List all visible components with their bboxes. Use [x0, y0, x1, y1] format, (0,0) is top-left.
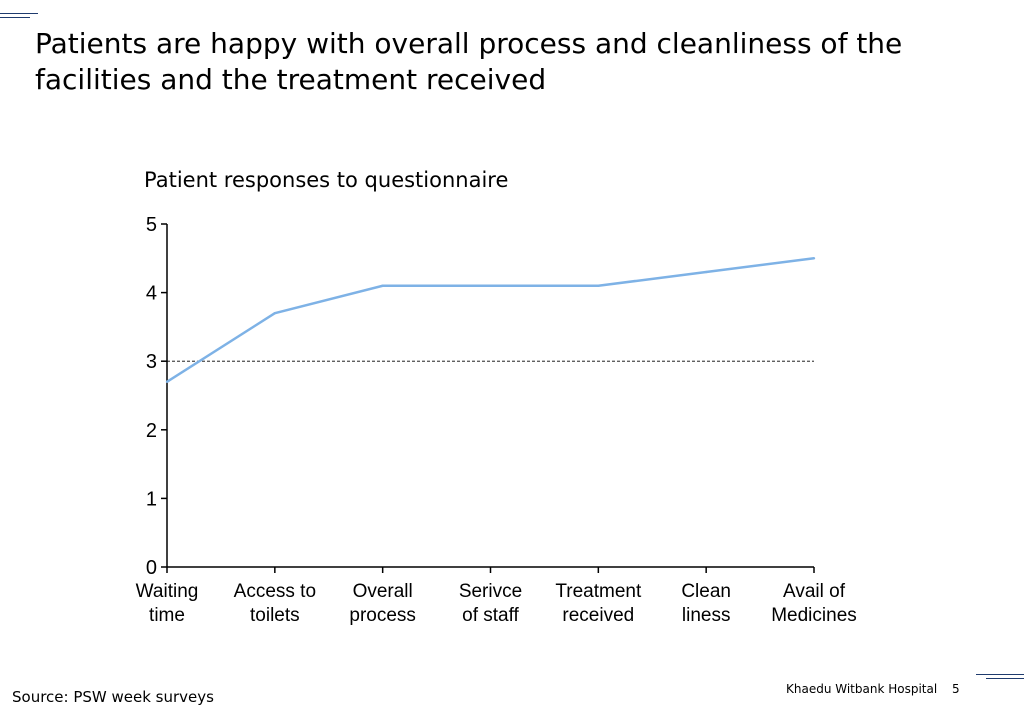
- x-tick-label: Overall process: [349, 581, 416, 626]
- slide-title: Patients are happy with overall process …: [35, 27, 903, 96]
- y-tick-label: 5: [146, 214, 157, 236]
- data-point: [165, 380, 169, 383]
- top-left-decoration-line: [0, 13, 38, 14]
- series-line: [166, 257, 815, 383]
- source-note: Source: PSW week surveys: [12, 688, 214, 706]
- footer-organization: Khaedu Witbank Hospital: [786, 682, 938, 696]
- x-tick-label: Access to toilets: [234, 581, 316, 626]
- chart-title: Patient responses to questionnaire: [144, 168, 508, 192]
- data-point: [381, 284, 384, 287]
- y-tick-label: 2: [146, 420, 157, 442]
- x-tick-label: Treatment received: [555, 581, 642, 626]
- data-point: [812, 257, 816, 260]
- bottom-right-decoration-line: [976, 674, 1024, 675]
- data-point: [597, 284, 600, 287]
- bottom-right-decoration-line: [986, 678, 1024, 679]
- data-point: [273, 311, 277, 315]
- x-tick-label: Waiting time: [136, 581, 199, 626]
- data-point: [704, 270, 708, 274]
- page-number: 5: [952, 682, 960, 696]
- data-point: [489, 284, 492, 287]
- y-tick-label: 3: [146, 351, 157, 373]
- y-tick-label: 0: [146, 557, 157, 579]
- x-tick-label: Avail of Medicines: [771, 581, 857, 626]
- x-tick-label: Serivce of staff: [459, 581, 522, 626]
- x-tick-label: Clean liness: [681, 581, 731, 626]
- top-left-decoration-line: [0, 17, 30, 18]
- y-tick-label: 1: [146, 488, 157, 510]
- y-tick-label: 4: [146, 283, 157, 305]
